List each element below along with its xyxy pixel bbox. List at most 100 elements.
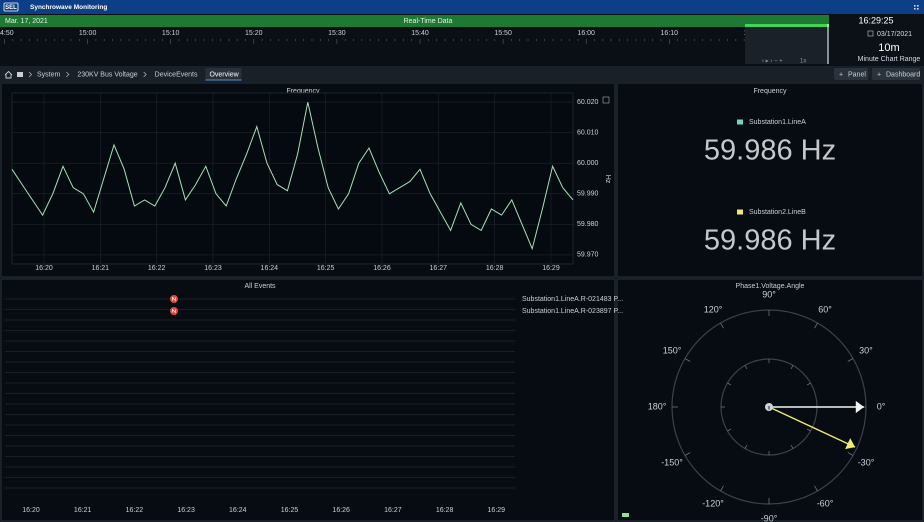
angle-tick [744, 365, 748, 370]
phasor-arrowhead [845, 438, 856, 450]
angle-label: 0° [877, 401, 886, 411]
phasor-arrow [768, 406, 856, 448]
angle-tick [814, 485, 818, 492]
button-label[interactable]: Dashboard [886, 71, 920, 78]
x-tick-label: 16:25 [317, 265, 335, 272]
y-tick-label: 60.020 [577, 99, 599, 106]
home-icon[interactable] [4, 70, 13, 79]
x-tick-label: 16:23 [177, 507, 195, 514]
x-tick-label: 16:22 [126, 507, 144, 514]
angle-tick [806, 428, 811, 432]
reading: 59.986 Hz [704, 135, 836, 167]
toolbar-button[interactable] [872, 68, 920, 80]
x-tick-label: 16:25 [281, 507, 299, 514]
panel-menu[interactable] [602, 96, 610, 104]
apps-icon[interactable] [914, 5, 919, 10]
plot-area [11, 92, 574, 265]
x-tick-label: 16:29 [542, 265, 560, 272]
angle-label: -120° [702, 498, 724, 508]
x-tick-label: 16:21 [74, 507, 92, 514]
angle-tick [790, 365, 794, 370]
timeline-tick-label: 15:50 [494, 30, 512, 37]
legend-swatch[interactable] [737, 119, 743, 125]
legend-label: Substation1.LineA [749, 119, 806, 126]
angle-tick [847, 452, 854, 456]
x-tick-label: 16:23 [204, 265, 222, 272]
timeline-nav[interactable]: ‹ ▸ › − + [762, 59, 783, 65]
breadcrumb-separator [143, 71, 147, 78]
breadcrumb-item[interactable]: 230KV Bus Voltage [77, 71, 137, 78]
angle-tick [684, 452, 691, 456]
timeline-tick-label: 4:50 [0, 30, 14, 37]
active-tab [205, 68, 242, 80]
logo: SEL [5, 5, 17, 11]
angle-label: 150° [663, 345, 682, 355]
y-tick-label: 60.000 [577, 160, 599, 167]
angle-label: 180° [648, 401, 667, 411]
angle-label: 120° [704, 304, 723, 314]
folder-icon[interactable] [17, 72, 23, 77]
clock-panel [829, 14, 924, 66]
panel-title: All Events [244, 283, 276, 290]
chart-range[interactable]: 10m [878, 42, 899, 54]
angle-tick [684, 358, 691, 362]
frequency-readout: Substation1.LineA 59.986 Hz Substation2.Li… [704, 119, 836, 257]
x-tick-label: 16:28 [486, 265, 504, 272]
angle-label: 60° [818, 304, 832, 314]
x-tick-label: 16:29 [488, 507, 506, 514]
event-label[interactable]: Substation1.LineA.R-021483 P... [522, 296, 623, 303]
timeline-tick-label: 15:00 [79, 30, 97, 37]
angle-tick [720, 485, 724, 492]
breadcrumb-item[interactable]: Overview [209, 71, 239, 78]
timeline-date: Mar. 17, 2021 [5, 18, 48, 25]
button-label[interactable]: Panel [848, 71, 866, 78]
angle-tick [744, 444, 748, 449]
timeline-tick-label: 16:10 [661, 30, 679, 37]
phasor-chart: 90° 60° 30° 0° -30° -60° -90° -120° -150° 180° 150… [648, 289, 886, 522]
y-tick-label: 60.010 [577, 130, 599, 137]
legend-swatch[interactable] [622, 513, 629, 517]
x-tick-label: 16:22 [148, 265, 166, 272]
breadcrumb-item[interactable]: DeviceEvents [155, 71, 198, 78]
breadcrumb-item[interactable]: System [37, 71, 61, 78]
timeline-tick-label: 15:20 [245, 30, 263, 37]
phasor-arrowhead [855, 400, 864, 414]
angle-tick [727, 382, 732, 386]
legend-label: Substation2.LineB [749, 209, 806, 216]
x-tick-label: 16:24 [261, 265, 279, 272]
breadcrumb-separator [66, 71, 70, 78]
clock-date: 03/17/2021 [877, 31, 912, 38]
button-icon: + [839, 71, 843, 78]
x-tick-label: 16:24 [229, 507, 247, 514]
event-icon [172, 308, 176, 314]
timeline-range-bar[interactable] [0, 15, 829, 27]
x-tick-label: 16:26 [332, 507, 350, 514]
button-icon: + [877, 71, 881, 78]
x-tick-label: 16:21 [92, 265, 110, 272]
timeline-tick-label: 16:00 [577, 30, 595, 37]
panel-title: Frequency [286, 88, 320, 95]
calendar-icon[interactable] [867, 30, 874, 37]
y-tick-label: 59.980 [577, 221, 599, 228]
timeline-selection [745, 27, 829, 64]
toolbar [0, 66, 924, 82]
app-title: Synchrowave Monitoring [30, 4, 107, 11]
angle-label: -150° [661, 457, 683, 467]
toolbar-buttons: + Panel + Dashboard [834, 68, 920, 80]
toolbar-button[interactable] [834, 68, 868, 80]
x-tick-label: 16:20 [22, 507, 40, 514]
legend-swatch[interactable] [737, 209, 743, 215]
breadcrumb-separator [28, 71, 33, 78]
event-label[interactable]: Substation1.LineA.R-023897 P... [522, 308, 623, 315]
panel [0, 278, 616, 522]
angle-tick [790, 444, 794, 449]
x-tick-label: 16:26 [373, 265, 391, 272]
angle-label: -90° [761, 513, 778, 522]
x-tick-label: 16:27 [430, 265, 448, 272]
timeline-zoom[interactable]: 1x [800, 59, 806, 65]
timeline-window[interactable] [745, 24, 829, 27]
panel [616, 278, 924, 522]
angle-tick [727, 428, 732, 432]
angle-label: 30° [859, 345, 873, 355]
